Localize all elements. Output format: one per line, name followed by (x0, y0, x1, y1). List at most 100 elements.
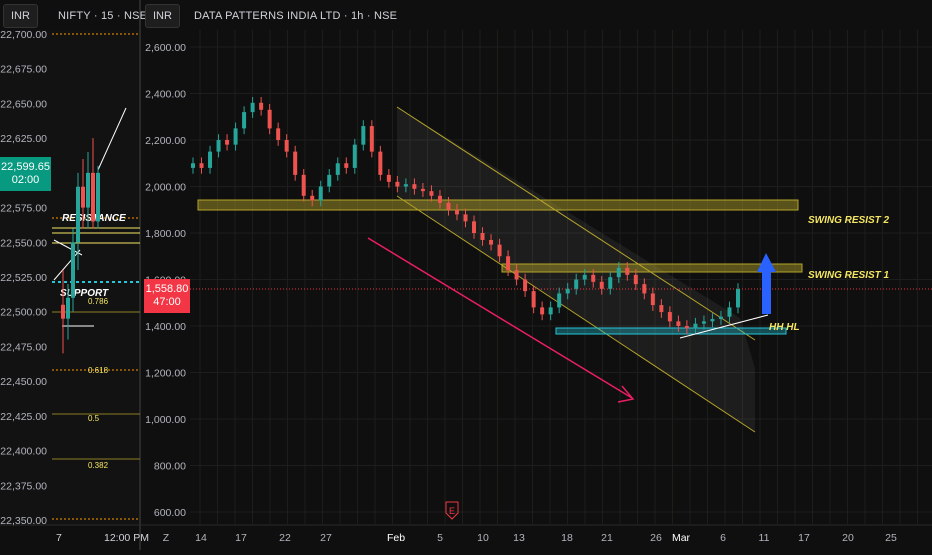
right-candle-body (284, 140, 289, 152)
right-candle-body (276, 128, 281, 140)
left-y-tick-label: 22,700.00 (0, 29, 47, 41)
right-x-label: 17 (798, 532, 810, 544)
right-x-label: 25 (885, 532, 897, 544)
right-candle-body (216, 140, 221, 152)
left-chart-title: NIFTY · 15 · NSE (58, 10, 148, 22)
right-earnings-marker-icon (445, 501, 459, 520)
left-candle-body (86, 172, 90, 208)
right-candle-body (437, 195, 442, 203)
right-candle-body (318, 186, 323, 201)
right-candle-body (412, 184, 417, 189)
right-swing-resist-2-label: SWING RESIST 2 (808, 215, 890, 226)
right-x-label: Mar (672, 532, 691, 544)
right-y-tick-label: 800.00 (154, 461, 186, 473)
right-hh-hl-line (679, 314, 769, 339)
right-x-label: 21 (601, 532, 613, 544)
left-y-tick-label: 22,475.00 (0, 341, 47, 353)
right-support-zone (555, 327, 787, 335)
right-candle-body (310, 195, 315, 201)
right-x-label: 10 (477, 532, 489, 544)
right-breakout-arrowhead (757, 253, 776, 272)
right-channel-lower (396, 195, 756, 433)
right-candle-body (625, 267, 630, 275)
right-candle-body (344, 163, 349, 168)
right-channel-upper (396, 106, 756, 341)
right-candle-body (736, 289, 740, 308)
right-candle-body (208, 151, 213, 168)
right-candle-body (489, 239, 494, 245)
right-price-channel-fill (397, 107, 755, 432)
right-candle-body (659, 305, 664, 313)
left-candle-body (66, 297, 70, 319)
left-fib-0618-label: 0.618 (88, 366, 109, 375)
right-x-label: 13 (513, 532, 525, 544)
right-candle-body (599, 281, 604, 289)
right-x-label: 27 (320, 532, 332, 544)
left-y-tick-label: 22,425.00 (0, 411, 47, 423)
left-x-label: 7 (56, 532, 62, 544)
right-x-label: 5 (437, 532, 443, 544)
right-x-label: 26 (650, 532, 662, 544)
right-candle-body (633, 274, 638, 285)
right-candle-body (667, 312, 672, 322)
left-y-tick-label: 22,575.00 (0, 203, 47, 215)
left-y-tick-label: 22,525.00 (0, 272, 47, 284)
right-candle-body (497, 244, 502, 257)
left-fib-0382-label: 0.382 (88, 461, 109, 470)
left-candle-body (61, 304, 65, 319)
left-trendline-2 (53, 249, 81, 281)
right-x-label: 14 (195, 532, 207, 544)
right-candle-body (267, 109, 272, 129)
right-candle-body (701, 321, 706, 324)
right-candle-body (548, 307, 553, 315)
right-candle-body (293, 151, 298, 175)
left-y-tick-label: 22,450.00 (0, 376, 47, 388)
left-fib-0786-label: 0.786 (88, 297, 109, 306)
right-candle-body (650, 293, 655, 306)
right-y-tick-label: 1,800.00 (145, 228, 186, 240)
right-candle-body (523, 279, 528, 292)
right-candle-body (191, 163, 195, 168)
right-candle-body (616, 267, 621, 278)
right-candle-body (591, 274, 596, 282)
right-candle-body (378, 151, 383, 175)
left-panel-background (0, 30, 140, 525)
right-hh-hl-label: HH HL (769, 322, 800, 333)
left-currency-label: INR (11, 10, 30, 22)
right-swing-resist-1-label: SWING RESIST 1 (808, 270, 890, 281)
left-last-price: 22,599.65 (1, 161, 50, 173)
right-y-tick-label: 600.00 (154, 507, 186, 519)
right-breakout-arrow-shaft (762, 271, 771, 314)
right-candle-body (676, 321, 681, 326)
right-x-label: 6 (720, 532, 726, 544)
left-support-label: SUPPORT (60, 288, 109, 299)
right-candle-body (259, 102, 264, 110)
right-y-tick-label: 2,400.00 (145, 89, 186, 101)
right-candle-body (250, 102, 255, 113)
right-candle-body (710, 319, 715, 322)
left-candle-body (81, 186, 85, 208)
right-candle-body (233, 128, 238, 145)
right-last-price: 1,558.80 (145, 283, 189, 295)
left-candle-body (91, 172, 95, 222)
right-candle-body (727, 307, 732, 317)
right-candle-body (684, 326, 689, 329)
right-candle-body (514, 270, 519, 280)
right-candle-body (420, 188, 425, 192)
left-y-tick-label: 22,550.00 (0, 237, 47, 249)
right-x-label: 20 (842, 532, 854, 544)
left-y-tick-label: 22,350.00 (0, 515, 47, 527)
left-currency-button[interactable]: INR (3, 4, 38, 28)
right-y-tick-label: 2,200.00 (145, 135, 186, 147)
right-candle-body (565, 288, 570, 294)
right-currency-button[interactable]: INR (145, 4, 180, 28)
right-chart-title: DATA PATTERNS INDIA LTD · 1h · NSE (194, 10, 398, 22)
right-y-tick-label: 1,200.00 (145, 368, 186, 380)
left-last-price-tag: 22,599.65 02:00 (0, 157, 51, 191)
right-candle-body (429, 191, 434, 196)
right-y-tick-label: 1,400.00 (145, 321, 186, 333)
right-candle-body (386, 174, 391, 182)
right-candle-body (395, 181, 400, 187)
